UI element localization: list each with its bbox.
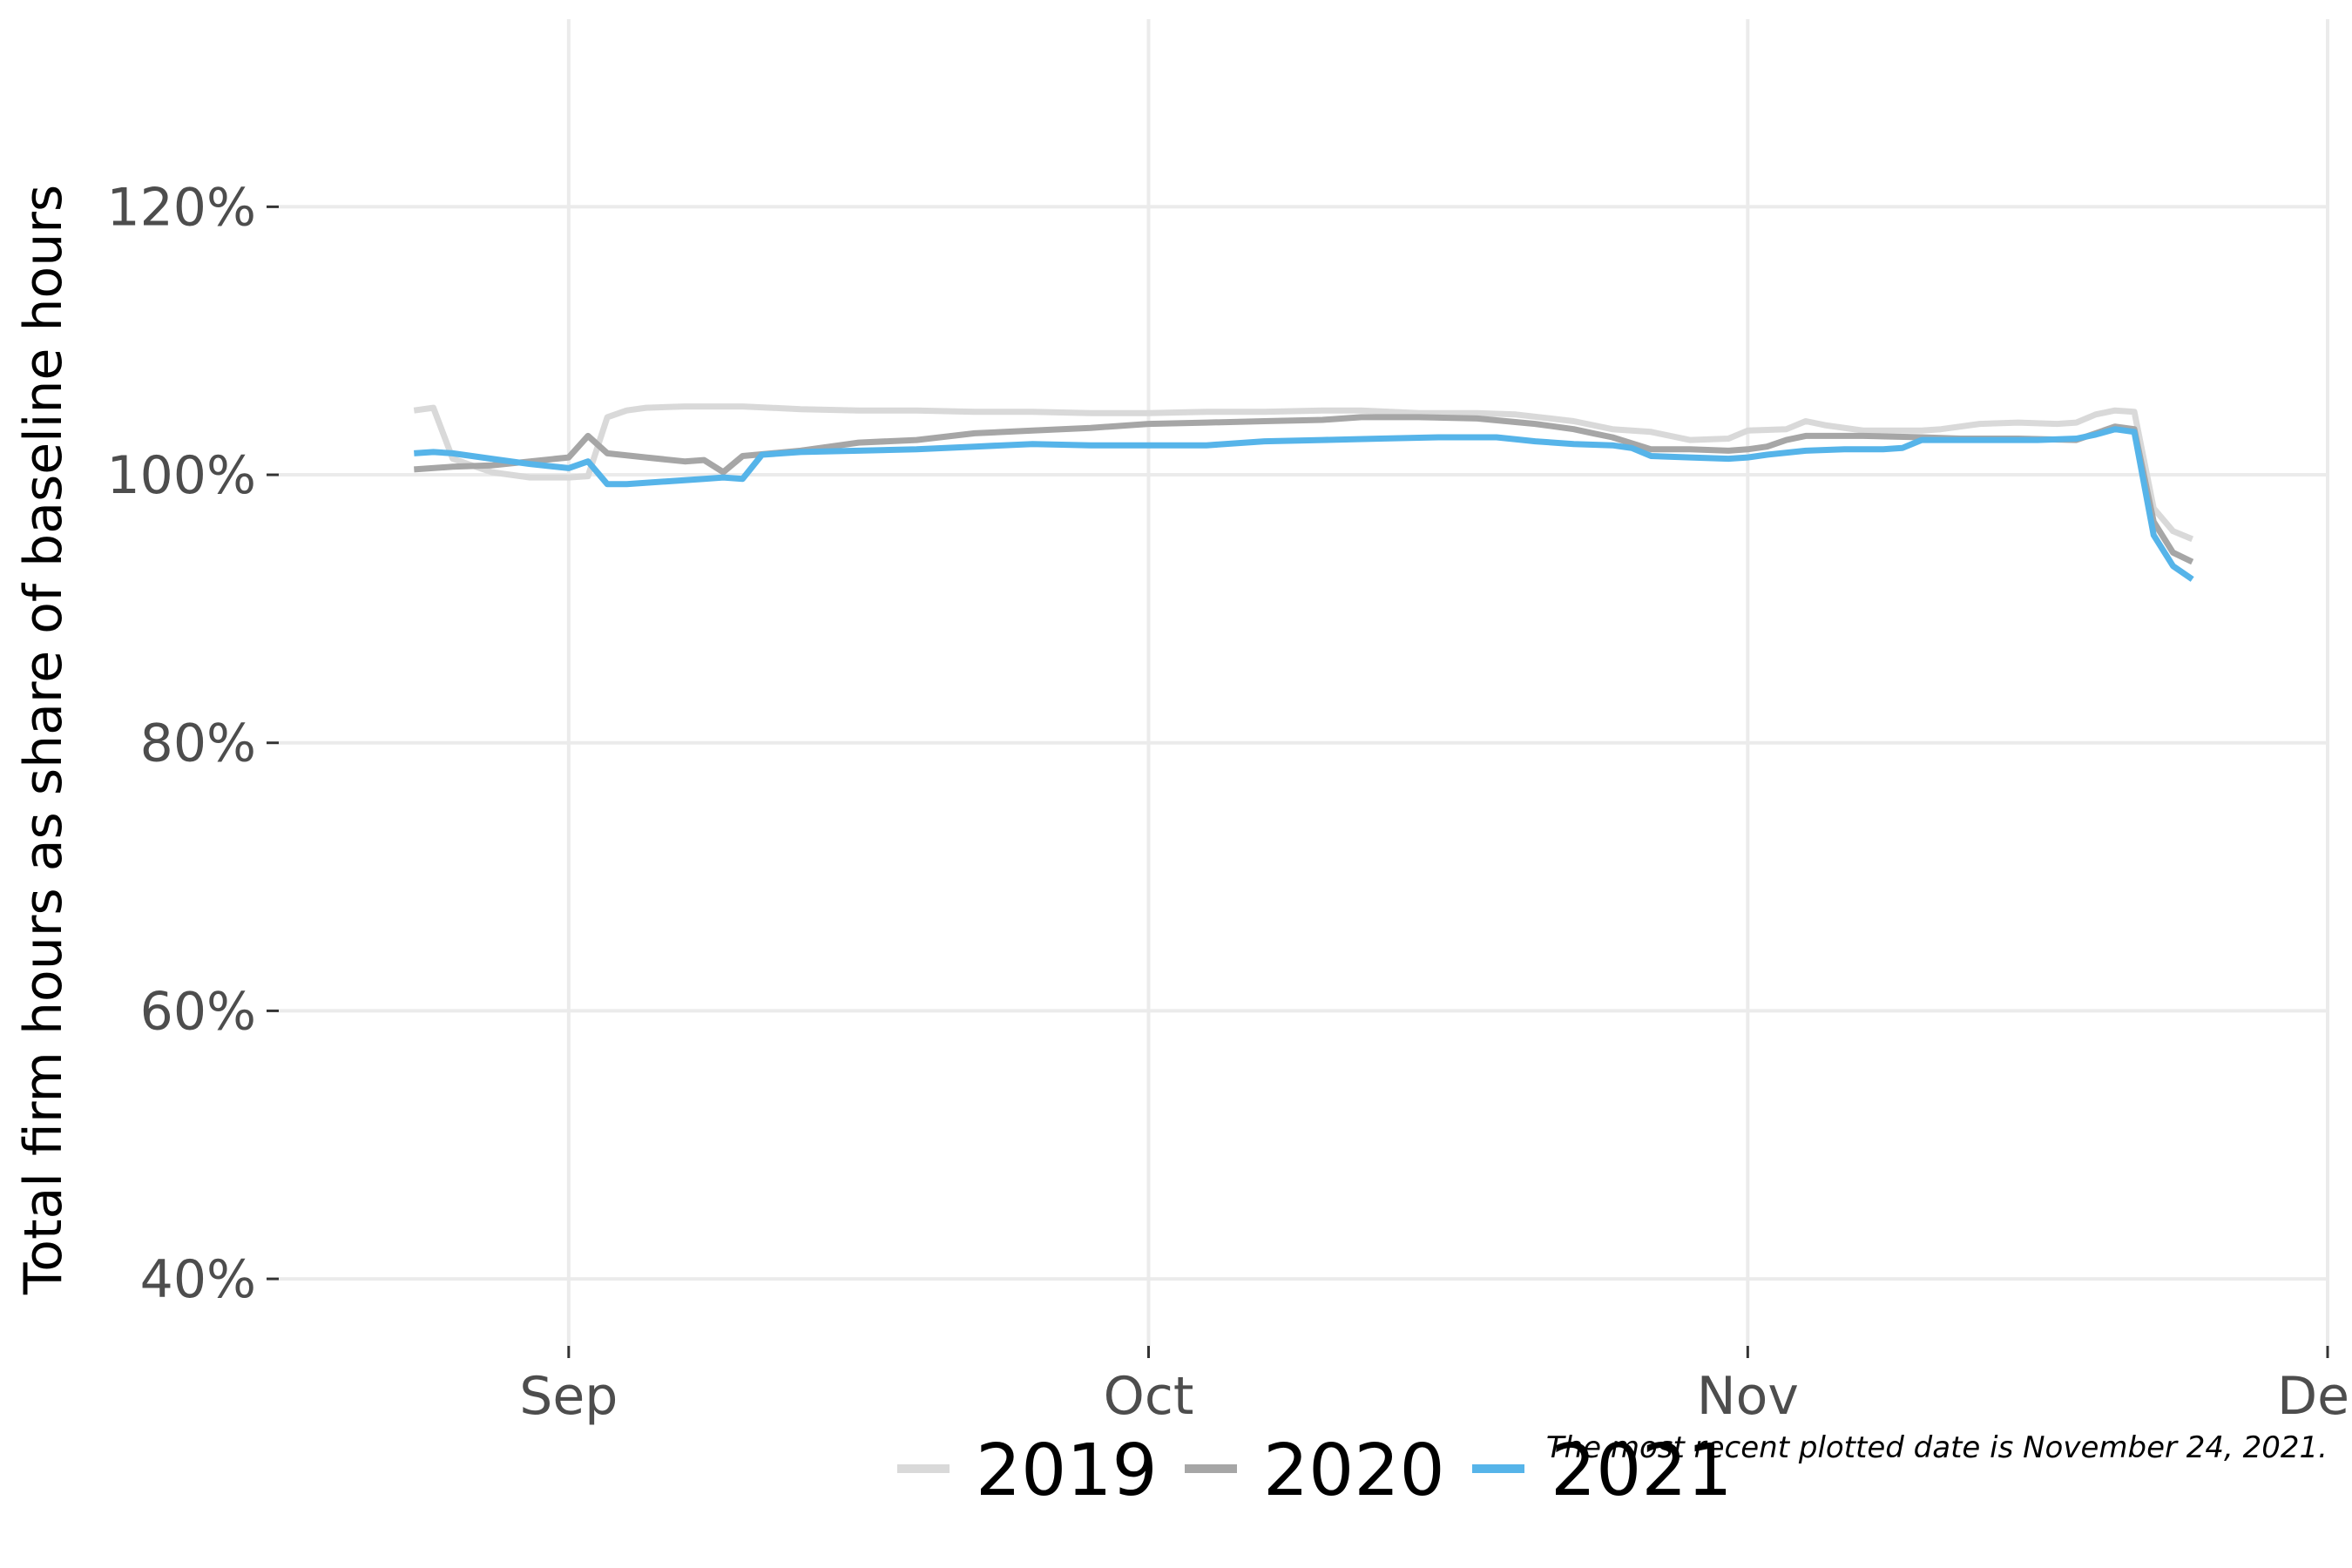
- y-tick-label: 40%: [140, 1249, 256, 1310]
- x-tick-label: Oct: [1104, 1366, 1194, 1427]
- x-tick-label: Dec: [2277, 1366, 2352, 1427]
- grid-lines: [279, 19, 2329, 1346]
- y-tick-label: 100%: [106, 445, 256, 506]
- x-tick-label: Nov: [1697, 1366, 1799, 1427]
- series-line-2021: [414, 426, 2194, 582]
- y-axis-title: Total firm hours as share of baseline ho…: [13, 185, 74, 1295]
- legend: 2019 2020 2021: [897, 1429, 1733, 1512]
- series-lines: [413, 403, 2194, 582]
- chart-caption: The most recent plotted date is November…: [1546, 1430, 2328, 1465]
- y-tick-label: 80%: [140, 713, 256, 774]
- legend-label-2021: 2021: [1551, 1429, 1733, 1512]
- y-tick-label: 60%: [140, 981, 256, 1042]
- legend-label-2019: 2019: [976, 1429, 1158, 1512]
- axes: 40% 60% 80% 100% 120% Sep Oct Nov Dec: [106, 177, 2352, 1427]
- x-tick-label: Sep: [519, 1366, 618, 1427]
- legend-label-2020: 2020: [1263, 1429, 1445, 1512]
- y-tick-label: 120%: [106, 177, 256, 238]
- series-line-2019: [413, 403, 2194, 543]
